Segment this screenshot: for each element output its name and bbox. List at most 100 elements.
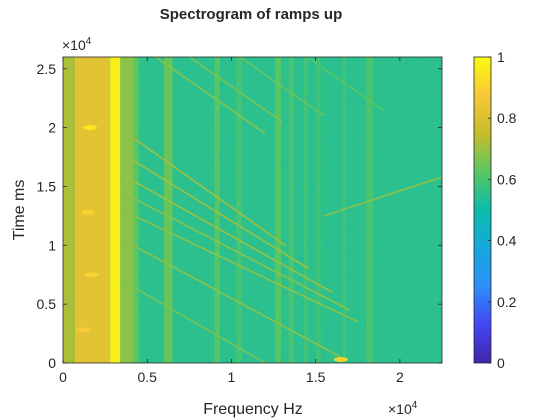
noise-cell [412, 267, 417, 269]
ramp-line [155, 57, 266, 135]
noise-cell [351, 141, 354, 143]
noise-cell [155, 107, 158, 109]
noise-cell [240, 304, 244, 306]
noise-cell [203, 153, 205, 155]
bright-spot [81, 209, 96, 215]
noise-cell [425, 224, 430, 226]
y-tick-label: 0.5 [37, 296, 57, 312]
vertical-band [74, 57, 111, 363]
noise-cell [412, 304, 416, 306]
noise-cell [296, 342, 301, 344]
noise-cell [325, 153, 330, 155]
noise-cell [390, 106, 395, 108]
noise-cell [339, 327, 345, 329]
noise-cell [374, 187, 380, 188]
noise-cell [374, 337, 379, 339]
noise-cell [255, 94, 260, 96]
noise-cell [329, 281, 331, 283]
noise-cell [140, 92, 145, 94]
noise-cell [352, 185, 357, 187]
noise-cell [138, 152, 144, 154]
noise-cell [407, 73, 410, 75]
noise-cell [395, 92, 401, 94]
noise-cell [426, 64, 430, 66]
noise-cell [299, 282, 303, 284]
noise-cell [297, 277, 302, 279]
noise-cell [405, 267, 408, 268]
noise-cell [188, 256, 193, 257]
noise-cell [144, 137, 149, 139]
noise-cell [300, 61, 304, 63]
ramp-line [121, 209, 359, 323]
noise-cell [337, 224, 341, 226]
noise-cell [328, 143, 331, 145]
noise-cell [424, 74, 427, 76]
noise-cell [392, 70, 395, 72]
noise-cell [418, 268, 422, 270]
noise-cell [244, 254, 250, 256]
noise-cell [300, 187, 302, 189]
noise-cell [145, 109, 151, 111]
x-tick-label: 0 [59, 369, 67, 385]
noise-cell [372, 193, 374, 195]
noise-cell [268, 307, 271, 309]
noise-cell [438, 133, 441, 135]
noise-cell [325, 339, 330, 341]
noise-cell [331, 282, 336, 284]
noise-cell [274, 238, 276, 240]
noise-cell [410, 281, 415, 282]
noise-cell [329, 293, 332, 295]
noise-cell [414, 237, 416, 239]
noise-cell [210, 163, 212, 165]
noise-cell [221, 351, 226, 353]
noise-cell [397, 178, 400, 180]
noise-cell [381, 266, 386, 268]
ramp-line [121, 174, 333, 294]
noise-cell [321, 70, 327, 72]
noise-cell [427, 302, 432, 304]
noise-cell [379, 273, 381, 275]
colorbar-tick-label: 0 [497, 355, 505, 371]
y-axis-label: Time ms [11, 180, 28, 241]
noise-cell [283, 348, 285, 349]
noise-cell [266, 192, 270, 194]
noise-cell [321, 321, 324, 322]
y-multiplier: ×104 [62, 36, 92, 53]
noise-cell [232, 107, 236, 109]
noise-cell [197, 162, 201, 164]
noise-cell [141, 129, 143, 131]
noise-cell [349, 308, 354, 310]
ramp-line [121, 238, 342, 358]
noise-cell [357, 113, 361, 115]
noise-cell [355, 351, 359, 353]
colorbar-tick-label: 0.6 [497, 171, 517, 187]
noise-cell [410, 301, 414, 303]
noise-cell [173, 259, 177, 261]
noise-cell [430, 103, 435, 105]
y-axis: 0 0.5 1 1.5 2 2.5 [37, 61, 442, 371]
ramp-line [239, 57, 325, 117]
noise-cell [150, 211, 156, 213]
noise-cell [140, 119, 145, 121]
noise-cell [364, 142, 367, 143]
noise-cell [386, 115, 390, 117]
noise-cell [173, 81, 176, 83]
ramp-line [121, 129, 286, 246]
vertical-band [214, 57, 220, 363]
noise-cell [147, 61, 150, 63]
noise-cell [158, 125, 162, 127]
noise-cell [143, 349, 145, 351]
noise-cell [212, 114, 215, 116]
noise-cell [372, 199, 377, 201]
noise-cell [398, 228, 402, 230]
noise-cell [338, 212, 343, 214]
noise-cell [339, 220, 344, 221]
noise-cell [138, 66, 142, 68]
noise-cell [426, 260, 432, 262]
ramp-line [188, 57, 283, 123]
noise-cell [302, 323, 305, 325]
noise-cell [381, 261, 384, 263]
x-axis-label: Frequency Hz [203, 401, 303, 418]
x-axis: 0 0.5 1 1.5 2 [59, 57, 404, 385]
noise-cell [330, 85, 333, 87]
